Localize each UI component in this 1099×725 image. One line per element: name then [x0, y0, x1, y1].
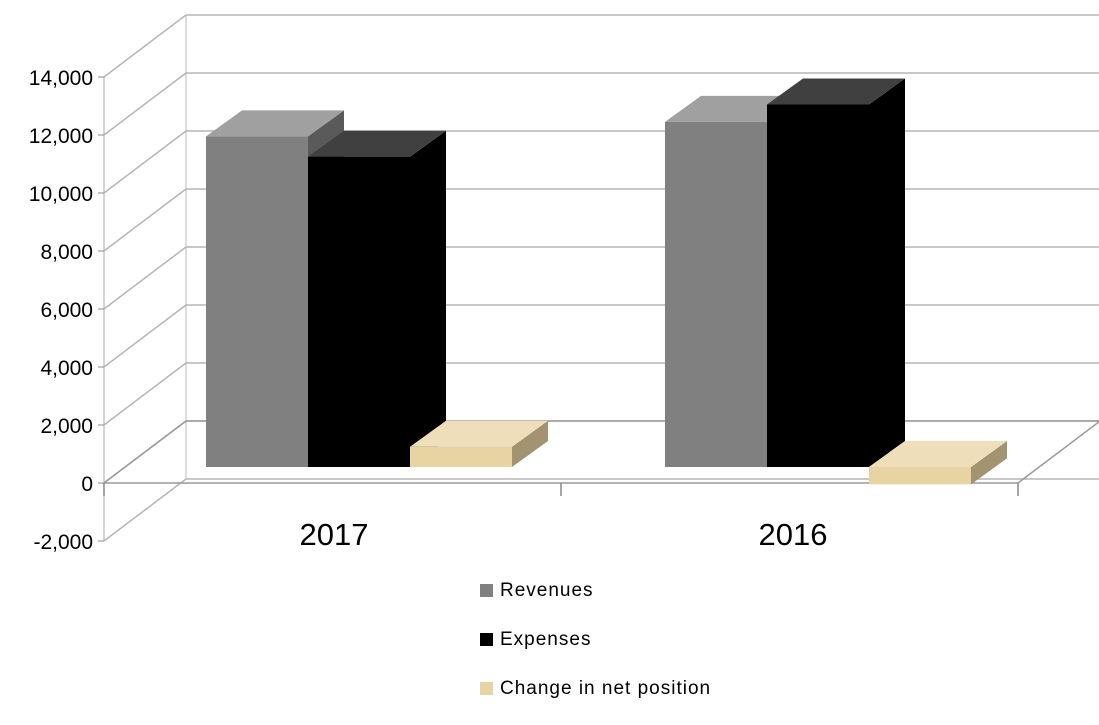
bar-front-face: [767, 104, 869, 467]
gridline-diagonal: [103, 188, 187, 252]
legend: Revenues Expenses Change in net position: [480, 578, 711, 725]
y-tick-label: 12,000: [29, 125, 93, 148]
legend-item-expenses: Expenses: [480, 627, 711, 652]
bar-front-face: [308, 156, 410, 467]
floor-outline: [101, 420, 1099, 484]
bar-top-face: [767, 78, 905, 105]
bar-top-face: [410, 420, 548, 447]
bar-front-face: [665, 121, 767, 468]
legend-swatch-expenses: [480, 633, 493, 646]
bar-side-face: [971, 441, 1007, 485]
bar-side-face: [410, 130, 446, 467]
y-tick-label: 4,000: [40, 357, 93, 380]
y-tick-label: 6,000: [40, 299, 93, 322]
gridline-diagonal: [103, 72, 187, 136]
gridline-diagonal: [103, 14, 187, 78]
chart: -2,000 0 2,000 4,000 6,000 8,000 10,000 12,000 1…: [29, 14, 1099, 554]
gridline-diagonal: [103, 478, 187, 542]
bar-side-face: [869, 78, 905, 467]
bar-expenses-2017: [308, 130, 446, 467]
x-category-label: 2017: [300, 517, 369, 552]
bar-top-face: [869, 441, 1007, 467]
bar-change-in-net-position-2016: [869, 441, 1007, 485]
gridline-diagonal: [103, 246, 187, 310]
bar-side-face: [512, 420, 548, 467]
x-axis-category-labels: 2017 2016: [300, 517, 828, 552]
legend-label-revenues: Revenues: [500, 579, 594, 601]
y-tick-label: 8,000: [40, 241, 93, 264]
bar-front-face: [869, 467, 971, 485]
chart-floor: [101, 420, 1099, 496]
gridline-diagonal: [103, 130, 187, 194]
y-tick-label: 10,000: [29, 183, 93, 206]
bar-top-face: [206, 110, 344, 137]
legend-item-revenues: Revenues: [480, 578, 711, 603]
bar-front-face: [410, 446, 512, 467]
bar-top-face: [308, 130, 446, 157]
legend-item-change-in-net-position: Change in net position: [480, 676, 711, 701]
y-tick-label: 2,000: [40, 415, 93, 438]
y-tick-label: -2,000: [33, 531, 93, 554]
gridline-diagonal: [103, 304, 187, 368]
legend-swatch-revenues: [480, 584, 493, 597]
bar-front-face: [206, 136, 308, 467]
bars: [206, 78, 1007, 485]
gridline-diagonal: [103, 362, 187, 426]
legend-label-change-in-net-position: Change in net position: [500, 677, 712, 699]
bar-change-in-net-position-2017: [410, 420, 548, 467]
y-tick-label: 0: [81, 473, 93, 496]
x-category-label: 2016: [759, 517, 828, 552]
y-tick-label: 14,000: [29, 67, 93, 90]
legend-label-expenses: Expenses: [500, 628, 592, 650]
legend-swatch-change-in-net-position: [480, 682, 493, 695]
y-axis-tick-labels: -2,000 0 2,000 4,000 6,000 8,000 10,000 12,000 1…: [29, 67, 93, 554]
bar-expenses-2016: [767, 78, 905, 467]
